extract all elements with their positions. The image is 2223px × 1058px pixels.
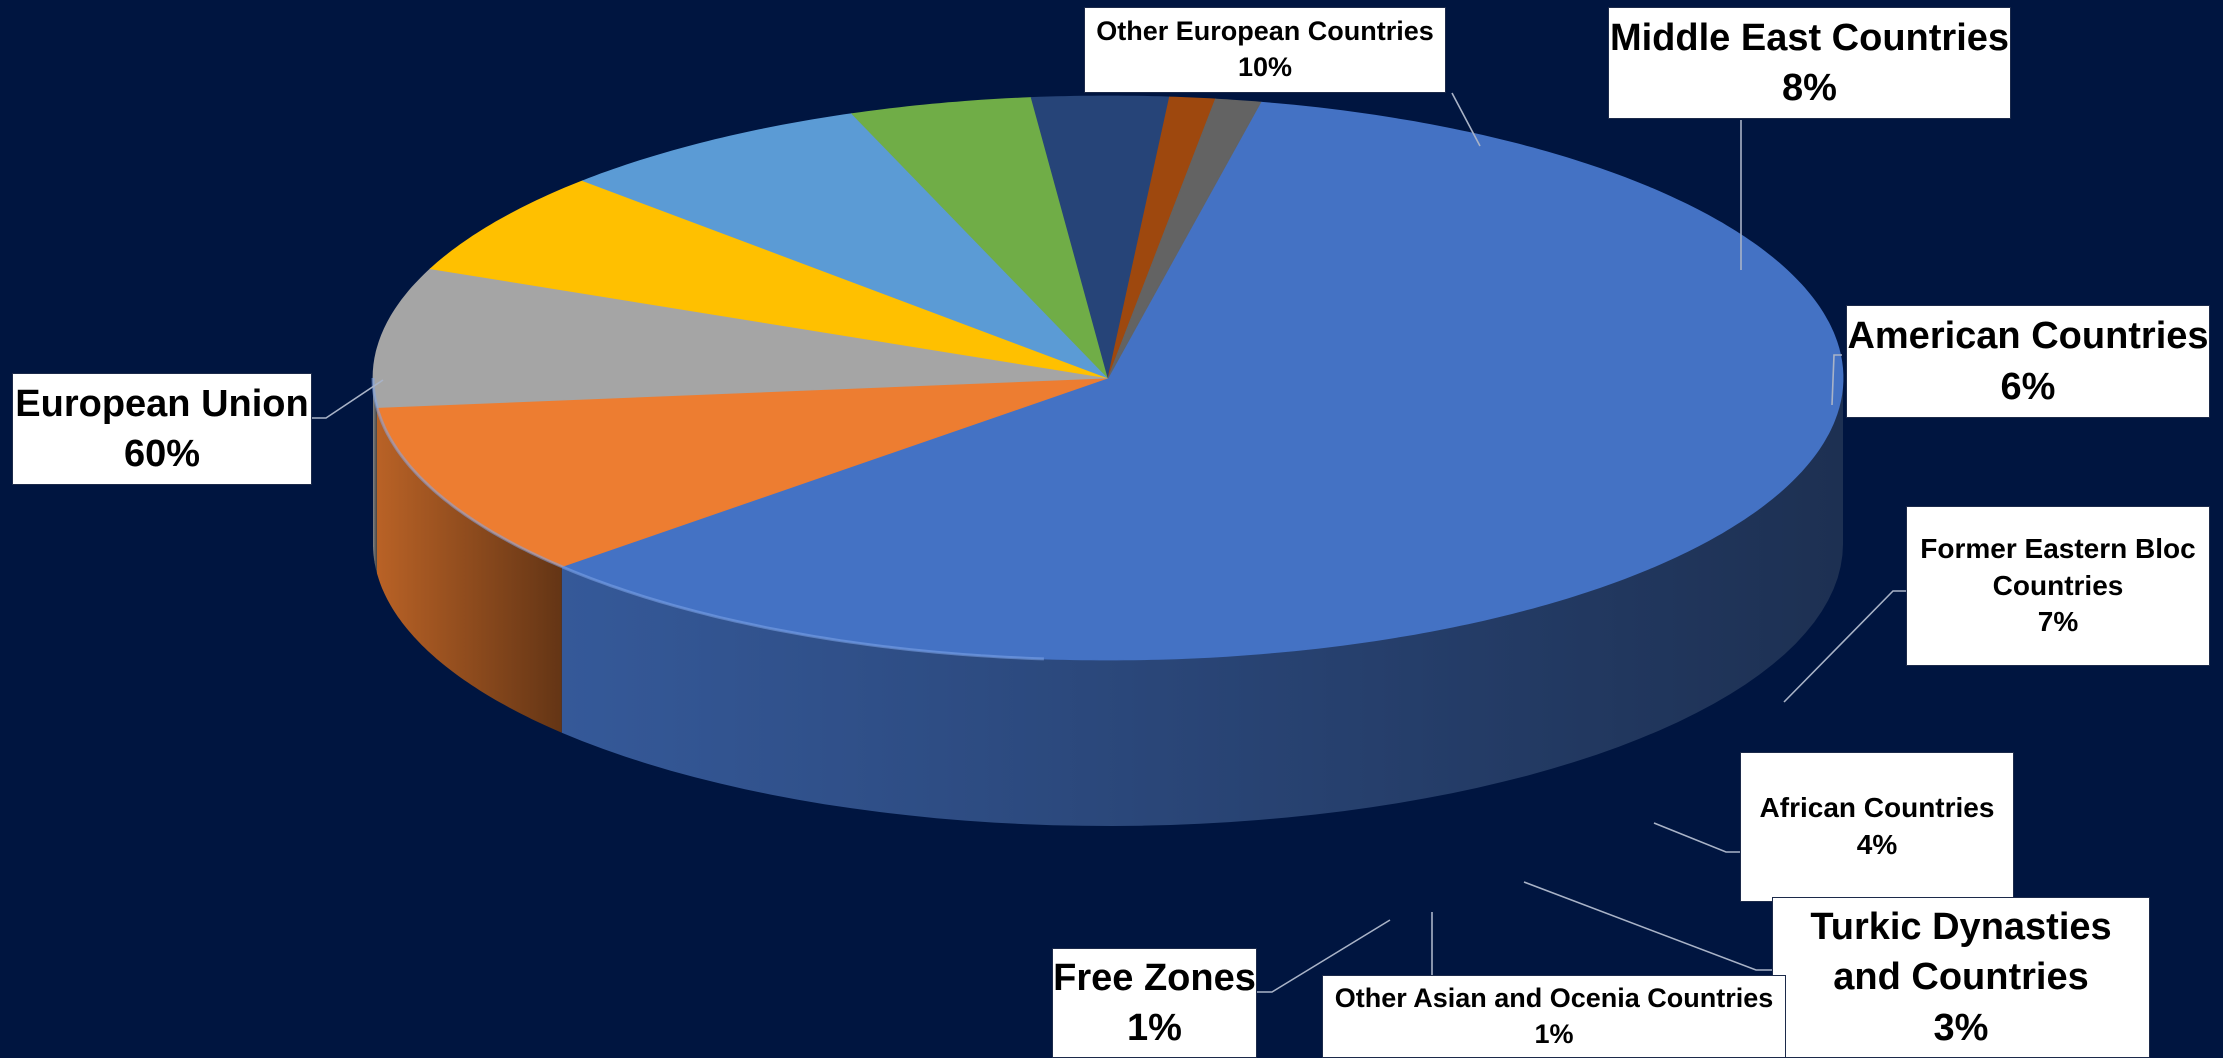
- leader-line-american-countries: [1831, 354, 1842, 406]
- label-other-european-countries-percent: 10%: [1237, 52, 1293, 82]
- pie-slice-american-countries: [429, 180, 1109, 379]
- label-american-countries-percent: 6%: [2000, 365, 2056, 408]
- pie-side-european-union: [561, 378, 1843, 826]
- label-other-asian-ocenia-percent: 1%: [1534, 1018, 1574, 1049]
- label-european-union: European Union 60%: [12, 373, 312, 485]
- label-middle-east-countries: Middle East Countries 8%: [1608, 7, 2011, 119]
- label-free-zones-percent: 1%: [1127, 1007, 1182, 1049]
- label-other-european-countries-name: Other European Countries: [1096, 16, 1434, 47]
- label-other-european-countries: Other European Countries 10%: [1084, 7, 1446, 93]
- leader-line-turkic-dynasties-and-countries: [1523, 881, 1772, 971]
- label-middle-east-countries-percent: 8%: [1782, 67, 1837, 109]
- leader-line-free-zones: [1257, 919, 1391, 993]
- label-turkic-dynasties-name: Turkic Dynasties and Countries: [1810, 906, 2112, 999]
- pie-side-other-european-countries: [377, 407, 562, 733]
- pie-side-middle-east-countries: [373, 378, 377, 574]
- label-middle-east-countries-name: Middle East Countries: [1609, 16, 2010, 59]
- label-free-zones: Free Zones 1%: [1052, 948, 1257, 1058]
- label-american-countries: American Countries 6%: [1846, 305, 2210, 418]
- label-turkic-dynasties-percent: 3%: [1933, 1006, 1989, 1049]
- pie-slice-turkic-dynasties-and-countries: [1030, 95, 1170, 379]
- leader-line-other-european-countries: [1451, 92, 1481, 147]
- label-european-union-name: European Union: [15, 382, 309, 425]
- label-other-asian-ocenia: Other Asian and Ocenia Countries 1%: [1322, 975, 1786, 1058]
- label-african-countries-name: African Countries: [1759, 792, 1995, 824]
- pie-slice-former-eastern-bloc-countries: [581, 113, 1109, 379]
- label-free-zones-name: Free Zones: [1053, 956, 1256, 999]
- label-african-countries-percent: 4%: [1856, 829, 1898, 860]
- label-other-asian-ocenia-name: Other Asian and Ocenia Countries: [1334, 982, 1774, 1013]
- pie-slice-african-countries: [850, 97, 1109, 379]
- leader-line-african-countries: [1653, 822, 1740, 853]
- label-european-union-percent: 60%: [123, 433, 201, 475]
- label-african-countries: African Countries 4%: [1740, 752, 2014, 902]
- label-american-countries-name: American Countries: [1847, 315, 2209, 358]
- label-former-eastern-bloc-percent: 7%: [2037, 606, 2079, 638]
- label-turkic-dynasties: Turkic Dynasties and Countries 3%: [1772, 897, 2150, 1058]
- leader-line-former-eastern-bloc-countries: [1783, 590, 1906, 703]
- pie-rim-highlight: [371, 377, 1044, 661]
- pie-slice-free-zones: [1107, 98, 1262, 379]
- label-former-eastern-bloc-name: Former Eastern Bloc Countries: [1920, 532, 2196, 601]
- leader-line-european-union: [312, 379, 384, 419]
- label-former-eastern-bloc: Former Eastern Bloc Countries 7%: [1906, 506, 2210, 666]
